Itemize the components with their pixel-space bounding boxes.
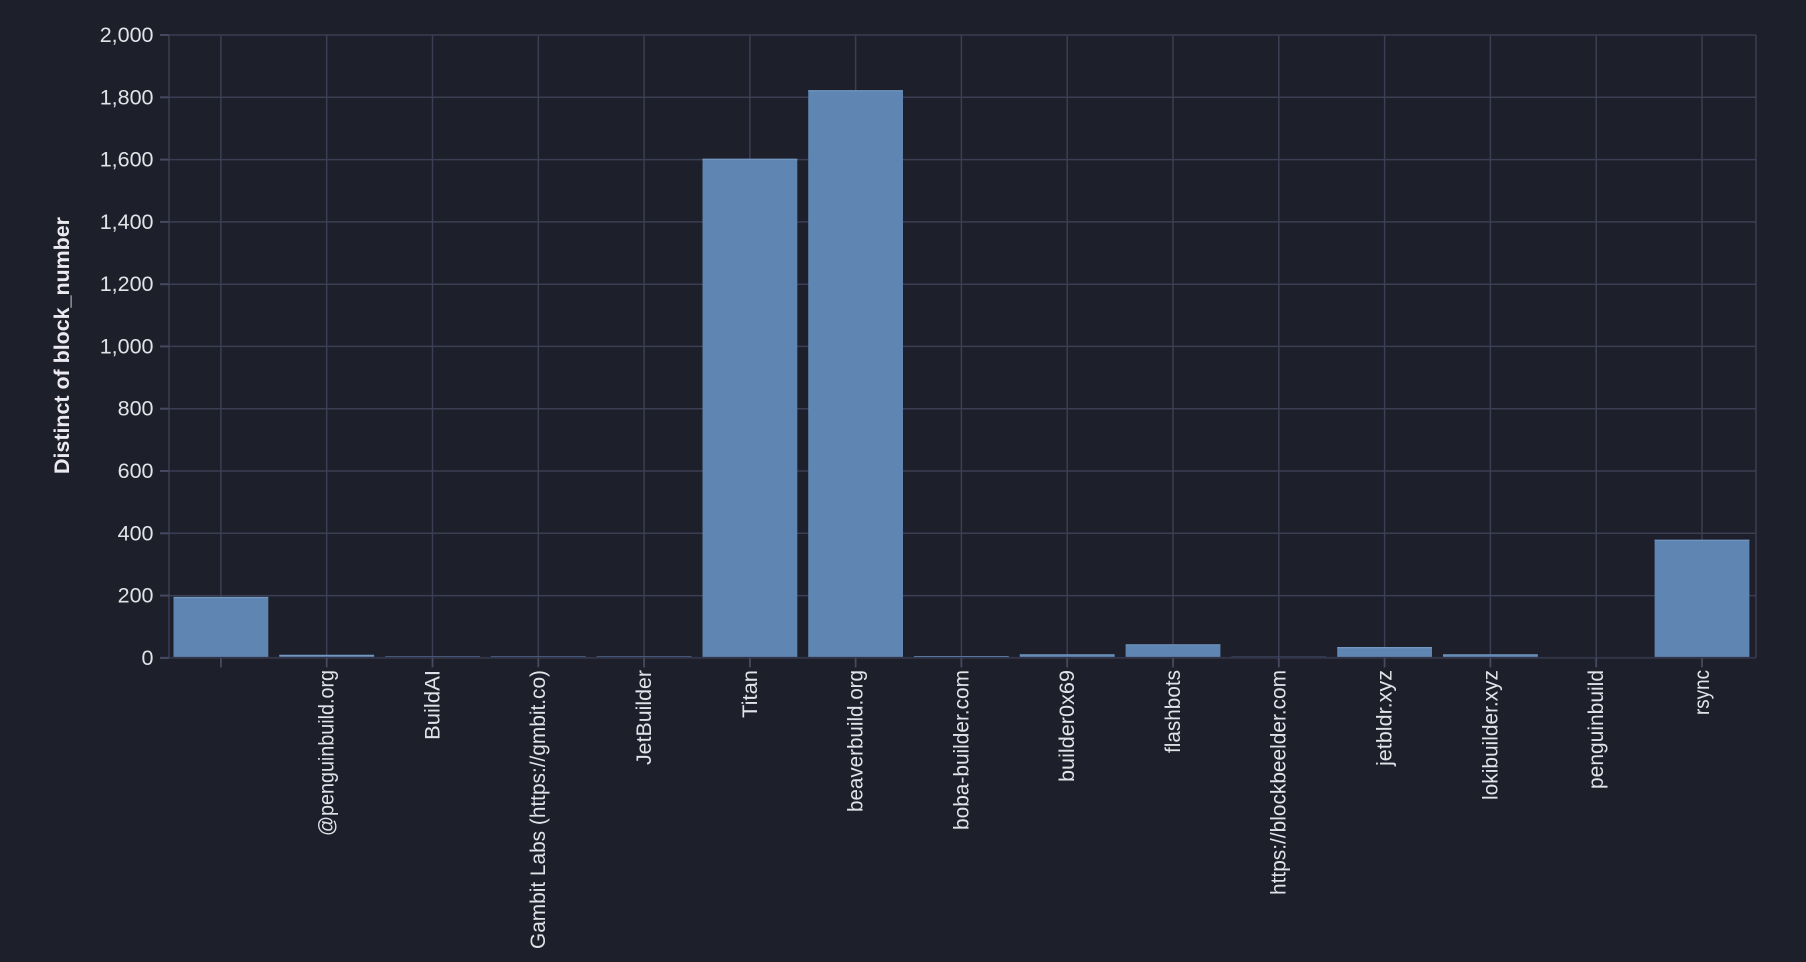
svg-text:0: 0	[142, 646, 154, 670]
svg-text:600: 600	[118, 459, 154, 483]
svg-text:200: 200	[118, 584, 154, 608]
svg-text:builder0x69: builder0x69	[1055, 670, 1079, 782]
svg-text:1,000: 1,000	[100, 334, 154, 358]
svg-text:2,000: 2,000	[100, 23, 154, 47]
svg-text:1,400: 1,400	[100, 210, 154, 234]
svg-text:@penguinbuild.org: @penguinbuild.org	[315, 670, 339, 836]
svg-text:1,800: 1,800	[100, 85, 154, 109]
svg-text:1,200: 1,200	[100, 272, 154, 296]
svg-text:Distinct of block_number: Distinct of block_number	[50, 216, 74, 474]
svg-text:Titan: Titan	[738, 670, 762, 718]
svg-text:BuildAI: BuildAI	[420, 670, 444, 740]
svg-text:penguinbuild: penguinbuild	[1584, 670, 1608, 789]
svg-text:1,600: 1,600	[100, 148, 154, 172]
svg-text:800: 800	[118, 397, 154, 421]
svg-text:boba-builder.com: boba-builder.com	[949, 670, 973, 830]
svg-text:jetbldr.xyz: jetbldr.xyz	[1373, 670, 1397, 767]
svg-text:https://blockbeelder.com: https://blockbeelder.com	[1267, 670, 1291, 895]
svg-text:flashbots: flashbots	[1161, 670, 1185, 753]
svg-text:400: 400	[118, 521, 154, 545]
svg-text:beaverbuild.org: beaverbuild.org	[844, 670, 868, 812]
svg-text:Gambit Labs (https://gmbit.co): Gambit Labs (https://gmbit.co)	[526, 670, 550, 949]
svg-text:JetBuilder: JetBuilder	[632, 670, 656, 765]
svg-text:rsync: rsync	[1690, 670, 1714, 715]
svg-text:lokibuilder.xyz: lokibuilder.xyz	[1478, 670, 1502, 800]
